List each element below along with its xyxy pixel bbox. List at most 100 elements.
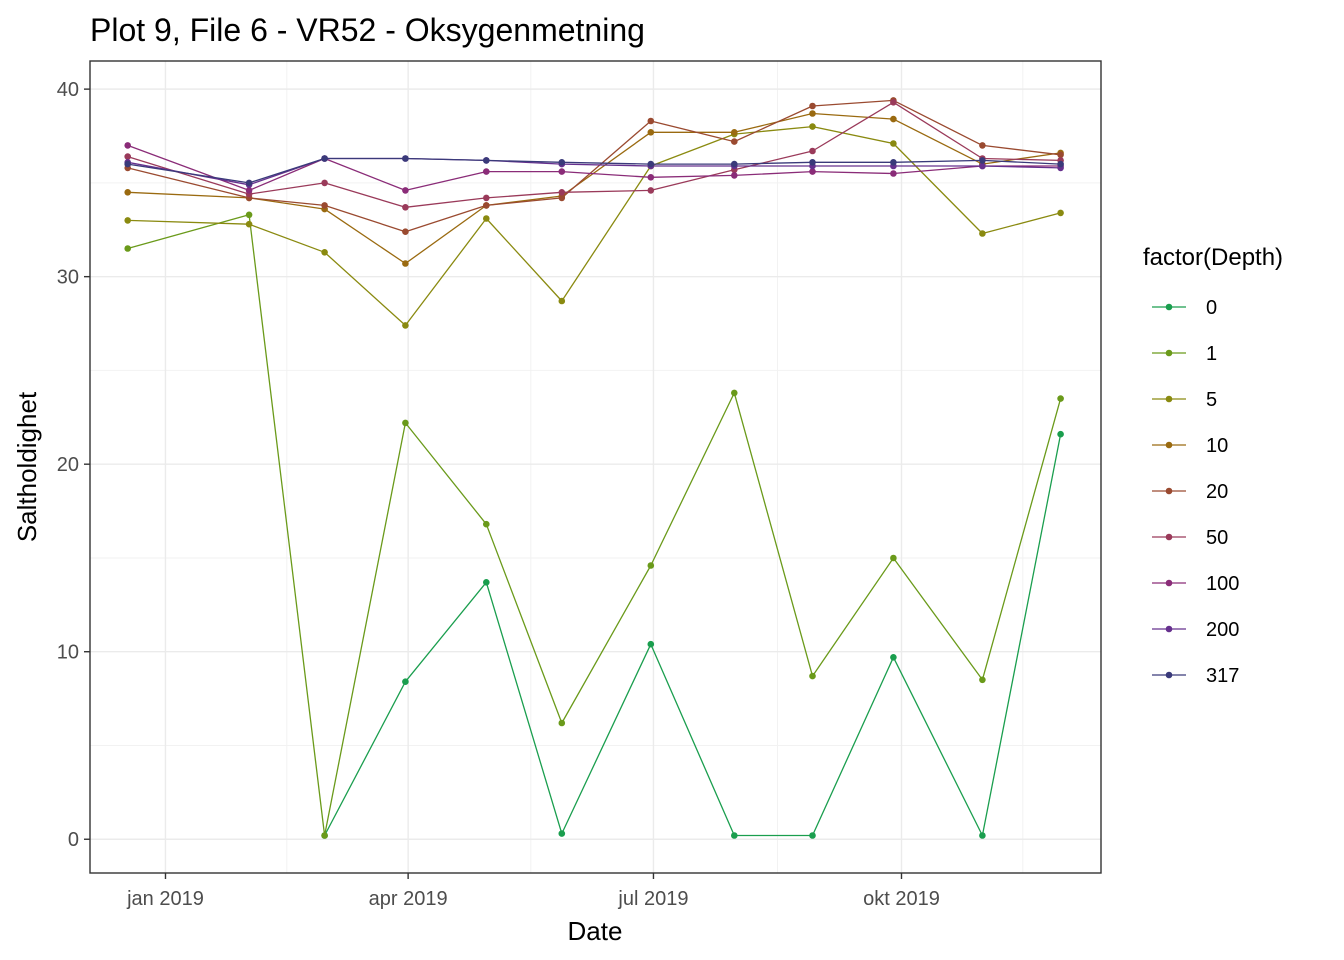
legend-item-20: 20 xyxy=(1152,481,1228,503)
data-point xyxy=(647,562,655,569)
data-point xyxy=(731,389,738,397)
data-point xyxy=(890,554,897,562)
y-axis: 0 10 20 30 40 xyxy=(57,79,90,851)
y-axis-title: Saltholdighet xyxy=(12,391,42,542)
data-point xyxy=(890,654,897,661)
data-point xyxy=(647,117,655,125)
legend-label: 200 xyxy=(1206,619,1239,641)
data-point xyxy=(124,153,131,160)
legend-title: factor(Depth) xyxy=(1143,244,1283,271)
legend-key-point xyxy=(1165,303,1173,311)
data-point xyxy=(809,168,816,175)
data-point xyxy=(731,172,738,179)
data-point xyxy=(321,249,328,256)
y-tick-label: 40 xyxy=(57,79,79,101)
series-line xyxy=(127,144,1061,192)
grid-major xyxy=(90,61,1101,873)
legend-label: 1 xyxy=(1206,343,1217,365)
legend-label: 0 xyxy=(1206,297,1217,319)
data-point xyxy=(245,179,253,187)
data-point xyxy=(1057,395,1064,402)
data-point xyxy=(1057,430,1064,438)
data-point xyxy=(731,138,738,145)
data-point xyxy=(558,297,566,305)
data-point xyxy=(483,168,490,175)
data-point xyxy=(321,202,328,209)
data-point xyxy=(124,142,131,149)
legend-item-5: 5 xyxy=(1152,389,1217,411)
panel-border xyxy=(89,60,1102,874)
data-point xyxy=(402,228,409,235)
legend-key-point xyxy=(1165,487,1173,495)
legend-key-point xyxy=(1165,349,1173,357)
series-line xyxy=(127,157,1061,184)
series-line xyxy=(324,434,1062,837)
data-point xyxy=(483,215,490,222)
data-point xyxy=(979,157,986,164)
data-point xyxy=(809,147,816,155)
data-point xyxy=(979,162,986,170)
data-point xyxy=(890,99,897,106)
data-point xyxy=(483,579,490,586)
data-point xyxy=(809,159,816,166)
series-line xyxy=(127,99,1061,233)
data-point xyxy=(1057,209,1064,217)
series-layer xyxy=(124,97,1064,839)
data-point xyxy=(809,832,816,839)
legend-key-point xyxy=(1165,671,1173,679)
data-point xyxy=(731,832,738,839)
legend-label: 20 xyxy=(1206,481,1228,503)
legend: factor(Depth) 0 1 5 10 20 50 100 200 317 xyxy=(1143,244,1283,687)
data-point xyxy=(809,672,816,680)
data-point xyxy=(979,676,986,684)
x-tick-label: jul 2019 xyxy=(617,888,688,910)
series-line xyxy=(127,112,1061,265)
legend-item-317: 317 xyxy=(1152,665,1239,687)
x-tick-label: jan 2019 xyxy=(126,888,204,910)
legend-label: 50 xyxy=(1206,527,1228,549)
data-point xyxy=(731,129,738,136)
legend-item-10: 10 xyxy=(1152,435,1228,457)
y-tick-label: 10 xyxy=(57,642,79,664)
grid-minor xyxy=(90,61,1101,873)
data-point xyxy=(647,187,655,194)
data-point xyxy=(483,157,490,164)
data-point xyxy=(809,102,816,110)
data-point xyxy=(890,170,897,177)
legend-item-100: 100 xyxy=(1152,573,1239,595)
data-point xyxy=(321,179,328,187)
series-100 xyxy=(124,142,1064,194)
data-point xyxy=(402,678,409,685)
data-point xyxy=(124,189,131,196)
data-point xyxy=(402,322,409,329)
legend-key-point xyxy=(1165,395,1173,403)
x-axis-title: Date xyxy=(568,916,623,946)
series-1 xyxy=(124,211,1064,839)
series-line xyxy=(127,101,1061,208)
legend-label: 10 xyxy=(1206,435,1228,457)
legend-label: 317 xyxy=(1206,665,1239,687)
data-point xyxy=(245,220,253,228)
data-point xyxy=(890,115,897,123)
data-point xyxy=(1057,160,1064,168)
y-tick-label: 30 xyxy=(57,267,79,289)
chart-title: Plot 9, File 6 - VR52 - Oksygenmetning xyxy=(90,12,645,48)
data-point xyxy=(124,245,131,252)
data-point xyxy=(558,719,566,727)
data-point xyxy=(647,174,655,181)
legend-label: 5 xyxy=(1206,389,1217,411)
data-point xyxy=(321,155,328,162)
data-point xyxy=(483,520,490,528)
series-0 xyxy=(321,430,1064,839)
data-point xyxy=(402,260,409,267)
data-point xyxy=(483,202,490,209)
data-point xyxy=(483,194,490,202)
data-point xyxy=(809,110,816,117)
data-point xyxy=(1057,151,1064,159)
data-point xyxy=(647,129,655,136)
data-point xyxy=(890,140,897,147)
series-20 xyxy=(124,97,1064,235)
data-point xyxy=(402,419,409,427)
